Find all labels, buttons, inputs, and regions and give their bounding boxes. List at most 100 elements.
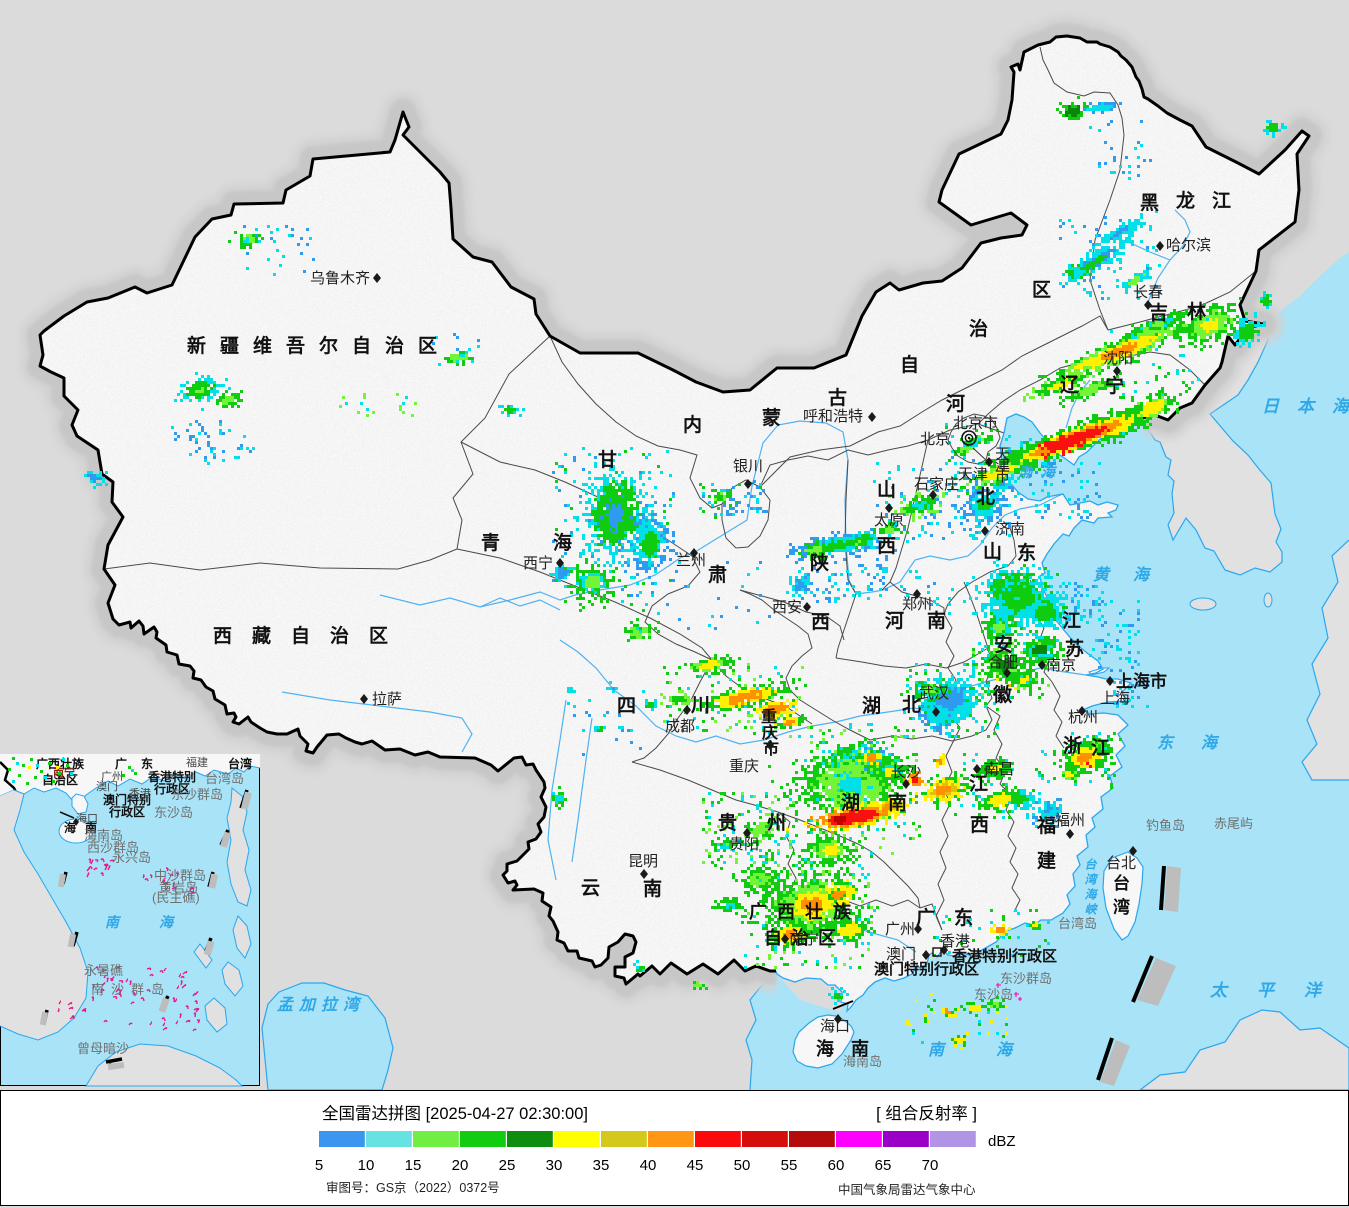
svg-text:25: 25 <box>499 1157 516 1174</box>
svg-text:东: 东 <box>954 906 973 929</box>
svg-text:澳门特别: 澳门特别 <box>103 792 151 807</box>
svg-text:自治区: 自治区 <box>42 772 78 787</box>
svg-text:湖: 湖 <box>841 792 860 814</box>
svg-text:自: 自 <box>352 334 371 357</box>
svg-text:自: 自 <box>291 624 310 647</box>
svg-text:西: 西 <box>213 626 232 647</box>
svg-text:渤海: 渤海 <box>1018 464 1064 480</box>
svg-text:西宁: 西宁 <box>523 555 553 572</box>
svg-text:(民主礁): (民主礁) <box>152 890 200 905</box>
svg-text:兰州: 兰州 <box>676 552 706 569</box>
svg-text:南: 南 <box>927 610 946 632</box>
svg-text:昆明: 昆明 <box>628 853 658 870</box>
svg-text:东沙岛: 东沙岛 <box>154 805 193 820</box>
svg-text:澳门: 澳门 <box>96 779 118 793</box>
svg-text:30: 30 <box>546 1157 563 1174</box>
svg-text:中沙群岛: 中沙群岛 <box>154 868 206 883</box>
svg-text:北京市: 北京市 <box>953 415 998 432</box>
svg-text:尔: 尔 <box>319 334 338 357</box>
svg-text:浙: 浙 <box>1063 734 1082 757</box>
svg-text:海口: 海口 <box>76 811 98 825</box>
svg-text:台: 台 <box>1113 873 1130 893</box>
svg-text:广: 广 <box>749 901 767 922</box>
svg-text:区: 区 <box>369 626 388 647</box>
svg-text:西安: 西安 <box>772 599 802 616</box>
svg-text:湾: 湾 <box>1113 897 1130 917</box>
svg-text:香港特别: 香港特别 <box>147 769 196 784</box>
svg-text:吉: 吉 <box>1149 301 1168 324</box>
svg-text:南京: 南京 <box>1046 657 1076 674</box>
svg-text:60: 60 <box>828 1157 845 1174</box>
svg-text:南: 南 <box>643 878 662 900</box>
svg-text:广州: 广州 <box>885 921 915 938</box>
svg-text:北京: 北京 <box>920 431 950 448</box>
svg-text:黄岩岛: 黄岩岛 <box>159 880 198 895</box>
svg-text:香港: 香港 <box>129 787 151 800</box>
svg-text:藏: 藏 <box>252 624 271 647</box>
svg-text:香港: 香港 <box>940 933 970 950</box>
svg-text:宁: 宁 <box>1105 374 1124 397</box>
svg-text:自: 自 <box>764 927 782 948</box>
svg-text:海南岛: 海南岛 <box>843 1054 882 1069</box>
svg-text:东海: 东海 <box>1157 734 1245 752</box>
svg-text:台湾: 台湾 <box>228 756 252 771</box>
svg-text:云: 云 <box>581 878 600 899</box>
svg-text:70: 70 <box>922 1157 939 1174</box>
svg-text:15: 15 <box>405 1157 422 1174</box>
svg-text:黄海: 黄海 <box>1093 566 1173 584</box>
svg-text:广: 广 <box>916 906 935 929</box>
svg-text:重: 重 <box>761 707 777 726</box>
svg-text:35: 35 <box>593 1157 610 1174</box>
svg-text:55: 55 <box>781 1157 798 1174</box>
svg-text:曾母暗沙: 曾母暗沙 <box>77 1041 129 1056</box>
svg-text:江: 江 <box>1062 610 1081 632</box>
svg-text:肃: 肃 <box>708 563 727 586</box>
svg-text:吾: 吾 <box>286 335 305 357</box>
svg-text:中国气象局雷达气象中心: 中国气象局雷达气象中心 <box>838 1182 976 1197</box>
svg-text:5: 5 <box>315 1157 323 1174</box>
svg-text:哈尔滨: 哈尔滨 <box>1166 237 1211 254</box>
svg-text:呼和浩特: 呼和浩特 <box>803 408 863 425</box>
svg-text:全国雷达拼图 [2025-04-27 02:30:00]: 全国雷达拼图 [2025-04-27 02:30:00] <box>322 1104 588 1123</box>
svg-text:广东: 广东 <box>115 756 167 771</box>
svg-text:[ 组合反射率 ]: [ 组合反射率 ] <box>876 1104 977 1123</box>
svg-text:林: 林 <box>1187 300 1206 323</box>
svg-text:10: 10 <box>358 1157 375 1174</box>
svg-text:湖: 湖 <box>862 695 881 717</box>
svg-text:辽: 辽 <box>1060 374 1079 396</box>
svg-text:南宁: 南宁 <box>789 931 819 948</box>
svg-text:治: 治 <box>330 624 349 647</box>
svg-text:族: 族 <box>833 901 852 922</box>
svg-text:海口: 海口 <box>820 1018 850 1035</box>
svg-text:南: 南 <box>851 1038 869 1059</box>
svg-text:海: 海 <box>816 1038 834 1059</box>
svg-text:川: 川 <box>690 695 710 716</box>
svg-text:黑: 黑 <box>1140 192 1159 214</box>
svg-text:银川: 银川 <box>733 458 763 475</box>
svg-text:武汉: 武汉 <box>919 685 949 702</box>
svg-text:蒙: 蒙 <box>762 407 781 429</box>
svg-text:安: 安 <box>994 633 1013 656</box>
svg-text:西: 西 <box>877 536 896 557</box>
svg-text:永暑礁: 永暑礁 <box>84 963 123 978</box>
svg-text:台湾海峡: 台湾海峡 <box>1081 858 1097 918</box>
svg-text:甘: 甘 <box>598 449 617 471</box>
svg-text:龙: 龙 <box>1176 189 1195 212</box>
svg-text:区: 区 <box>418 336 437 357</box>
svg-text:治: 治 <box>385 334 404 357</box>
svg-text:广西壮族: 广西壮族 <box>36 756 85 771</box>
svg-text:孟加拉湾: 孟加拉湾 <box>277 996 365 1014</box>
svg-text:合肥: 合肥 <box>988 654 1018 671</box>
svg-text:疆: 疆 <box>220 335 239 357</box>
svg-text:香港特别行政区: 香港特别行政区 <box>952 947 1057 965</box>
svg-text:郑州: 郑州 <box>902 596 932 613</box>
svg-text:南海: 南海 <box>105 914 213 930</box>
svg-text:治: 治 <box>969 317 988 340</box>
svg-text:东沙岛: 东沙岛 <box>974 987 1013 1002</box>
svg-text:青: 青 <box>481 532 500 554</box>
svg-text:dBZ: dBZ <box>988 1133 1016 1150</box>
svg-text:江: 江 <box>969 773 988 795</box>
svg-text:自: 自 <box>900 353 919 376</box>
svg-text:赤尾屿: 赤尾屿 <box>1214 816 1253 831</box>
svg-text:长沙: 长沙 <box>891 764 921 781</box>
